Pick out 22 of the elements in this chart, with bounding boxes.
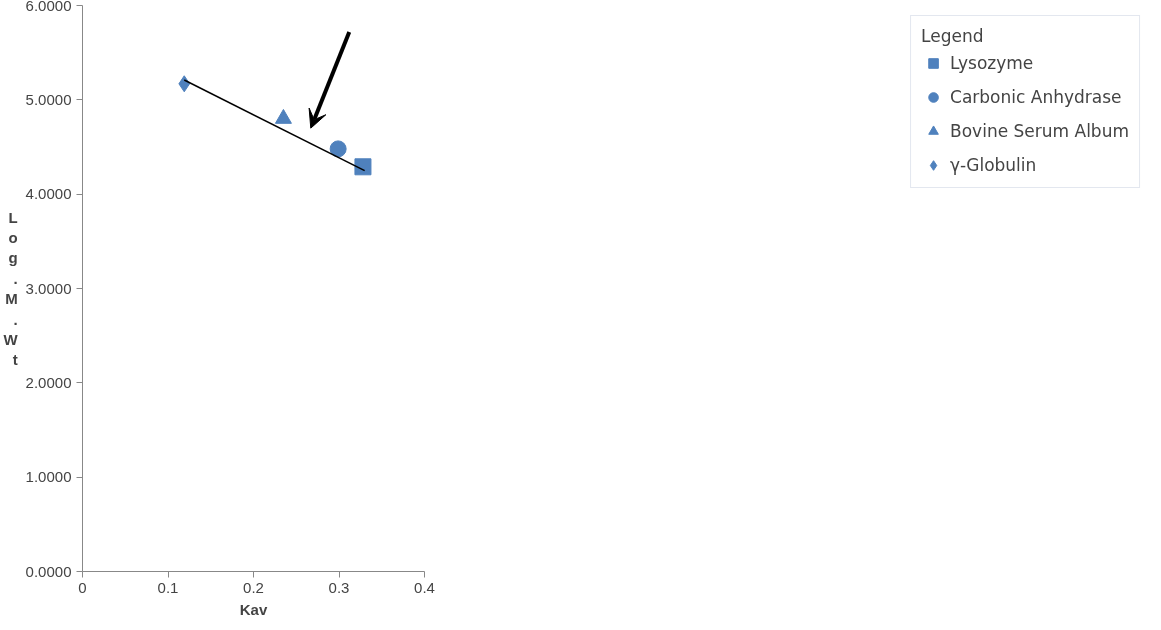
- legend-title: Legend: [921, 26, 985, 46]
- x-tick-label: 0: [78, 578, 87, 596]
- y-tick-label: 6.0000: [25, 0, 72, 14]
- legend-label: Carbonic Anhydrase: [950, 87, 1122, 107]
- y-tick-label: 3.0000: [25, 279, 72, 297]
- x-tick-label: 0.4: [414, 578, 435, 596]
- y-tick-label: 0.0000: [25, 562, 72, 580]
- point: [178, 75, 191, 93]
- y-tick-label: 5.0000: [25, 90, 72, 108]
- x-axis-title: Kav: [239, 600, 268, 618]
- x-tick-label: 0.2: [243, 578, 264, 596]
- legend-label: Lysozyme: [950, 53, 1034, 73]
- x-tick-label: 0.3: [328, 578, 350, 596]
- point: [354, 158, 372, 176]
- y-tick-label: 2.0000: [25, 373, 72, 391]
- legend-label: γ-Globulin: [950, 155, 1037, 175]
- y-tick-label: 4.0000: [25, 185, 72, 203]
- y-axis-title: Log.M.Wt: [3, 208, 19, 369]
- point: [329, 140, 347, 158]
- legend-label: Bovine Serum Album: [950, 121, 1129, 141]
- y-tick-label: 1.0000: [25, 468, 72, 486]
- x-tick-label: 0.1: [157, 578, 179, 596]
